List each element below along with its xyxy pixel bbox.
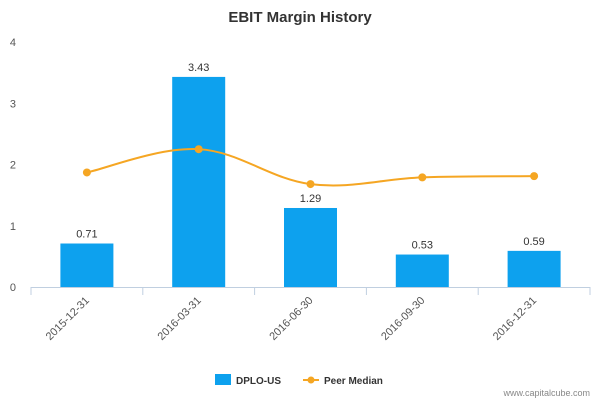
- bar-data-label: 0.71: [76, 229, 97, 241]
- chart-title: EBIT Margin History: [228, 9, 372, 26]
- peer-median-line: [86, 148, 535, 187]
- peer-median-point: [194, 145, 203, 154]
- bar: [395, 254, 449, 287]
- bar-data-label: 0.59: [523, 236, 544, 248]
- bar-series: 0.71 3.43 1.29 0.53 0.59: [60, 62, 561, 287]
- y-axis: 0 1 2 3 4: [10, 37, 16, 294]
- y-tick-label: 0: [10, 282, 16, 294]
- y-tick-label: 3: [10, 98, 16, 110]
- peer-median-series: [82, 145, 539, 189]
- y-tick-label: 1: [10, 221, 16, 233]
- x-tick-label: 2016-09-30: [379, 295, 427, 343]
- credit-text: www.capitalcube.com: [502, 388, 590, 398]
- peer-median-point: [306, 180, 315, 189]
- bar: [507, 250, 561, 287]
- y-tick-label: 4: [10, 37, 16, 49]
- bar: [60, 243, 114, 287]
- x-tick-label: 2016-12-31: [491, 295, 539, 343]
- bar-data-label: 3.43: [188, 62, 209, 74]
- x-tick-label: 2016-03-31: [156, 295, 204, 343]
- peer-median-point: [530, 172, 539, 181]
- bar: [172, 76, 226, 287]
- bar: [284, 207, 337, 287]
- y-tick-label: 2: [10, 160, 16, 172]
- peer-median-point: [82, 168, 91, 177]
- legend-swatch-peer-marker: [307, 376, 315, 384]
- x-axis: 2015-12-31 2016-03-31 2016-06-30 2016-09-30…: [30, 287, 591, 343]
- x-tick-label: 2016-06-30: [267, 295, 315, 343]
- legend: DPLO-US Peer Median: [215, 374, 383, 387]
- bar-data-label: 1.29: [300, 193, 321, 205]
- legend-label-peer: Peer Median: [324, 376, 383, 387]
- legend-swatch-dplo: [215, 374, 231, 385]
- peer-median-point: [418, 173, 427, 182]
- bar-data-label: 0.53: [412, 240, 433, 252]
- legend-label-dplo: DPLO-US: [236, 376, 281, 387]
- x-tick-label: 2015-12-31: [44, 295, 92, 343]
